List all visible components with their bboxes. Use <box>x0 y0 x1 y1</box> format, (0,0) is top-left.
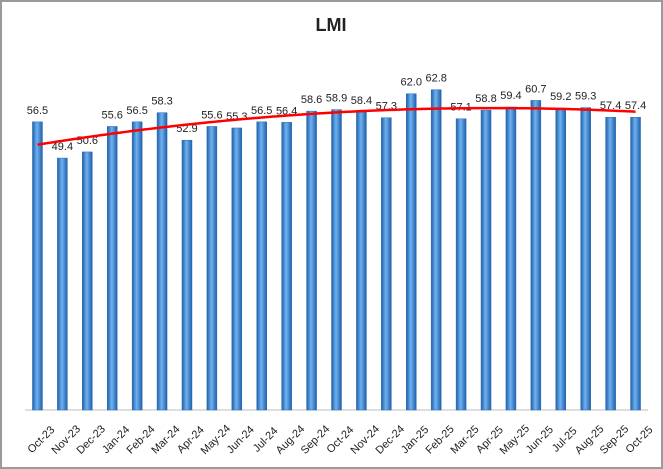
value-label: 59.4 <box>500 90 521 102</box>
bar <box>455 118 467 411</box>
bar <box>505 106 517 411</box>
bar <box>580 107 591 411</box>
value-label: 56.5 <box>251 105 272 117</box>
value-label: 59.2 <box>550 91 571 103</box>
bar <box>381 117 392 411</box>
value-label: 58.9 <box>326 93 347 105</box>
bar <box>32 121 43 411</box>
bar <box>57 157 68 411</box>
value-label: 60.7 <box>525 83 546 95</box>
bar <box>605 117 616 411</box>
bar <box>231 127 243 411</box>
bar <box>356 111 367 411</box>
bar <box>630 117 641 411</box>
value-label: 58.3 <box>151 96 172 108</box>
value-label: 56.5 <box>27 105 48 117</box>
value-label: 62.0 <box>401 77 422 89</box>
bar <box>430 89 442 411</box>
value-label: 58.6 <box>301 94 322 106</box>
value-label: 62.8 <box>425 73 446 85</box>
value-label: 55.6 <box>201 109 222 121</box>
bar <box>406 93 417 411</box>
bar <box>530 100 542 411</box>
bar <box>306 110 317 411</box>
trendline <box>37 106 636 146</box>
bar <box>281 122 292 411</box>
chart-title: LMI <box>316 15 347 35</box>
value-label: 58.8 <box>475 93 496 105</box>
bar <box>181 139 193 411</box>
bar <box>131 121 143 411</box>
value-label: 56.5 <box>126 105 147 117</box>
bar <box>555 107 567 411</box>
value-label: 55.6 <box>102 109 123 121</box>
value-label: 57.4 <box>625 100 646 112</box>
bar <box>256 121 267 411</box>
bar <box>106 126 118 411</box>
bar <box>206 126 218 411</box>
bar <box>156 112 168 411</box>
value-label: 59.3 <box>575 90 596 102</box>
bar <box>82 151 93 411</box>
value-label: 58.4 <box>351 95 372 107</box>
value-label: 49.4 <box>52 141 73 153</box>
bar <box>331 109 342 411</box>
bar <box>480 109 492 411</box>
